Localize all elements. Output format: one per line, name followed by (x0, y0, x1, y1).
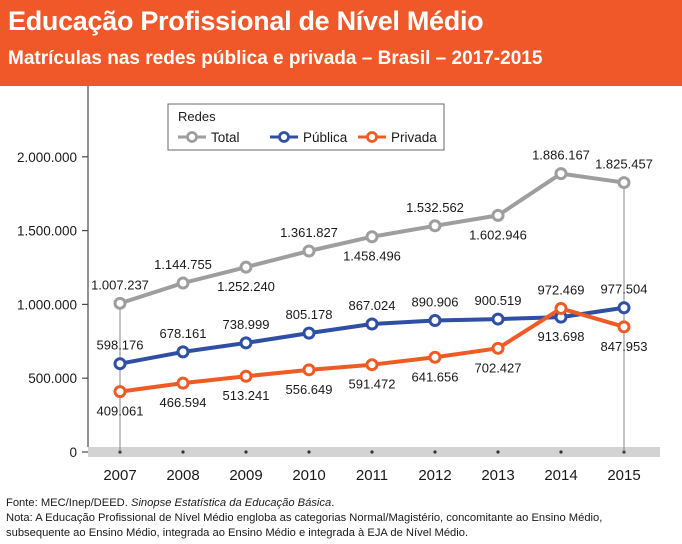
x-tick-label: 2007 (103, 467, 136, 484)
data-point-privada (302, 363, 316, 377)
x-tick-label: 2009 (229, 467, 262, 484)
data-label-publica: 913.698 (538, 329, 585, 344)
x-tick-dot (496, 450, 500, 454)
data-point-privada (554, 301, 568, 315)
legend-marker-total (186, 131, 198, 143)
data-point-publica (176, 345, 190, 359)
data-point-publica (239, 336, 253, 350)
x-tick-label: 2014 (544, 467, 577, 484)
footer: Fonte: MEC/Inep/DEED. Sinopse Estatístic… (6, 496, 678, 541)
data-point-total (491, 208, 505, 222)
source-suffix: . (331, 497, 335, 509)
legend-title: Redes (178, 109, 216, 124)
source-note: Fonte: MEC/Inep/DEED. Sinopse Estatístic… (6, 496, 678, 511)
legend-box (167, 103, 445, 151)
y-tick-label: 2.000.000 (17, 150, 77, 165)
data-label-privada: 591.472 (349, 377, 396, 392)
data-label-publica: 678.161 (160, 326, 207, 341)
x-tick-dot (307, 450, 311, 454)
x-tick-label: 2008 (166, 467, 199, 484)
header-banner: Educação Profissional de Nível Médio Mat… (0, 0, 682, 86)
data-label-publica: 977.504 (601, 282, 648, 297)
data-label-publica: 900.519 (475, 293, 522, 308)
data-point-publica (302, 326, 316, 340)
chart-subtitle: Matrículas nas redes pública e privada –… (8, 48, 543, 69)
y-tick-label: 0 (69, 445, 77, 460)
legend-label-privada: Privada (391, 130, 437, 145)
data-label-privada: 641.656 (412, 369, 459, 384)
data-label-privada: 847.953 (601, 339, 648, 354)
x-tick-dot (370, 450, 374, 454)
data-point-total (239, 260, 253, 274)
line-chart: 0 500.000 1.000.000 1.500.000 2.000.000 2007 2… (17, 86, 660, 484)
x-tick-dot (244, 450, 248, 454)
data-label-total: 1.007.237 (91, 277, 149, 292)
data-label-total: 1.361.827 (280, 225, 338, 240)
data-point-total (176, 276, 190, 290)
data-label-total: 1.458.496 (343, 249, 401, 264)
data-point-publica (491, 312, 505, 326)
data-label-publica: 890.906 (412, 295, 459, 310)
data-point-total (302, 244, 316, 258)
data-point-privada (491, 341, 505, 355)
data-point-privada (113, 385, 127, 399)
chart-area: 0 500.000 1.000.000 1.500.000 2.000.000 2007 2… (0, 86, 682, 496)
data-label-publica: 598.176 (97, 338, 144, 353)
data-point-total (617, 176, 631, 190)
data-point-total (113, 296, 127, 310)
data-point-total (365, 230, 379, 244)
y-tick-label: 1.000.000 (17, 297, 77, 312)
data-label-privada: 513.241 (223, 388, 270, 403)
data-label-publica: 738.999 (223, 317, 270, 332)
data-label-privada: 556.649 (286, 382, 333, 397)
data-label-publica: 867.024 (349, 298, 396, 313)
data-point-privada (239, 369, 253, 383)
data-label-total: 1.886.167 (532, 148, 590, 163)
data-label-privada: 466.594 (160, 395, 207, 410)
data-label-total: 1.252.240 (217, 279, 275, 294)
data-point-privada (176, 376, 190, 390)
x-tick-label: 2011 (356, 467, 388, 484)
source-publication: Sinopse Estatística da Educação Básica (130, 497, 332, 509)
x-tick-label: 2012 (418, 467, 451, 484)
note-line-1: Nota: A Educação Profissional de Nível M… (6, 512, 603, 524)
legend-marker-publica (278, 131, 290, 143)
note-line-2: subsequente ao Ensino Médio, integrada a… (6, 527, 469, 539)
data-label-privada: 702.427 (475, 360, 522, 375)
x-tick-dot (433, 450, 437, 454)
x-axis-band (88, 447, 660, 457)
data-label-total: 1.825.457 (595, 157, 653, 172)
data-label-total: 1.602.946 (469, 227, 527, 242)
x-tick-label: 2015 (607, 467, 640, 484)
data-point-publica (365, 317, 379, 331)
y-tick-label: 500.000 (28, 371, 77, 386)
data-label-total: 1.144.755 (154, 257, 212, 272)
legend-marker-privada (366, 131, 378, 143)
data-label-total: 1.532.562 (406, 200, 464, 215)
data-point-privada (617, 320, 631, 334)
data-point-total (554, 167, 568, 181)
source-prefix: Fonte: MEC/Inep/DEED. (6, 497, 131, 509)
data-label-publica: 805.178 (286, 307, 333, 322)
chart-title: Educação Profissional de Nível Médio (8, 6, 484, 36)
data-label-privada: 409.061 (97, 404, 144, 419)
legend-label-publica: Pública (303, 130, 348, 145)
x-tick-dot (181, 450, 185, 454)
data-point-privada (365, 358, 379, 372)
data-point-privada (428, 350, 442, 364)
y-tick-label: 1.500.000 (17, 224, 77, 239)
legend-label-total: Total (211, 130, 240, 145)
data-point-publica (428, 314, 442, 328)
data-label-privada: 972.469 (538, 282, 585, 297)
x-tick-label: 2013 (481, 467, 514, 484)
x-tick-label: 2010 (292, 467, 325, 484)
x-tick-dot (559, 450, 563, 454)
data-point-publica (617, 301, 631, 315)
data-point-total (428, 219, 442, 233)
data-point-publica (113, 357, 127, 371)
